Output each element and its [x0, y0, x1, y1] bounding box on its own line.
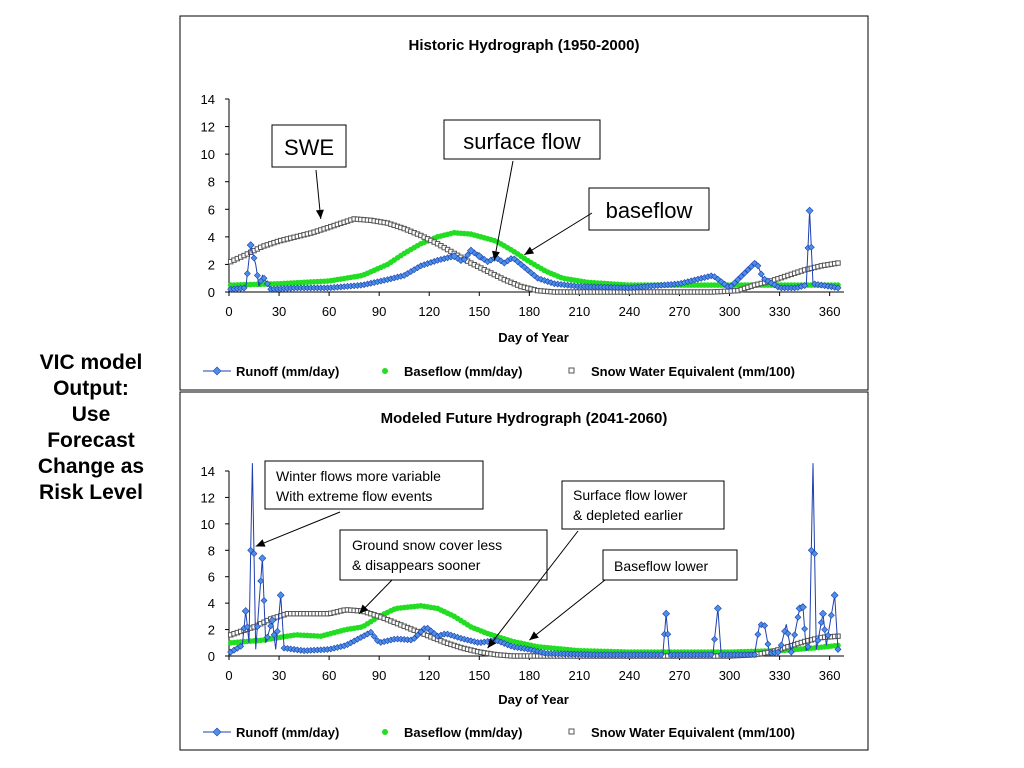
- chart-title: Historic Hydrograph (1950-2000): [409, 37, 640, 54]
- x-tick-label: 120: [418, 304, 440, 319]
- legend-runoff-label: Runoff (mm/day): [236, 725, 339, 740]
- x-tick-label: 360: [819, 304, 841, 319]
- legend-swe-label: Snow Water Equivalent (mm/100): [591, 364, 795, 379]
- y-tick-label: 0: [208, 285, 215, 300]
- y-tick-label: 10: [201, 147, 215, 162]
- x-tick-label: 150: [468, 304, 490, 319]
- annotation-text: Winter flows more variable: [276, 468, 441, 484]
- x-tick-label: 60: [322, 668, 336, 683]
- x-tick-label: 60: [322, 304, 336, 319]
- hydrograph-panel: Modeled Future Hydrograph (2041-2060)024…: [180, 392, 868, 750]
- y-tick-label: 4: [208, 230, 215, 245]
- x-tick-label: 270: [669, 304, 691, 319]
- annotation-text: Surface flow lower: [573, 487, 688, 503]
- y-tick-label: 8: [208, 175, 215, 190]
- swe-point: [836, 634, 840, 638]
- x-tick-label: 210: [569, 304, 591, 319]
- legend-swe-label: Snow Water Equivalent (mm/100): [591, 725, 795, 740]
- x-tick-label: 30: [272, 668, 286, 683]
- annotation-text: surface flow: [463, 129, 580, 154]
- legend-swe-marker: [569, 729, 574, 734]
- x-tick-label: 90: [372, 668, 386, 683]
- legend-baseflow-marker: [382, 368, 388, 374]
- x-tick-label: 180: [518, 304, 540, 319]
- annotation-text: With extreme flow events: [276, 488, 432, 504]
- x-tick-label: 180: [518, 668, 540, 683]
- y-tick-label: 14: [201, 464, 215, 479]
- y-tick-label: 10: [201, 517, 215, 532]
- chart-title: Modeled Future Hydrograph (2041-2060): [381, 410, 668, 427]
- x-tick-label: 210: [569, 668, 591, 683]
- x-axis-label: Day of Year: [498, 330, 569, 345]
- x-tick-label: 30: [272, 304, 286, 319]
- y-tick-label: 12: [201, 490, 215, 505]
- legend: Runoff (mm/day) Baseflow (mm/day) Snow Wat…: [203, 364, 795, 379]
- legend-swe-marker: [569, 368, 574, 373]
- y-tick-label: 0: [208, 649, 215, 664]
- x-axis-label: Day of Year: [498, 692, 569, 707]
- x-tick-label: 240: [619, 668, 641, 683]
- x-tick-label: 150: [468, 668, 490, 683]
- y-tick-label: 6: [208, 202, 215, 217]
- x-tick-label: 300: [719, 304, 741, 319]
- annotation-text: & disappears sooner: [352, 557, 481, 573]
- x-tick-label: 0: [225, 668, 232, 683]
- y-tick-label: 2: [208, 257, 215, 272]
- y-tick-label: 8: [208, 543, 215, 558]
- annotation-text: Ground snow cover less: [352, 537, 502, 553]
- x-tick-label: 120: [418, 668, 440, 683]
- x-tick-label: 240: [619, 304, 641, 319]
- x-tick-label: 330: [769, 304, 791, 319]
- legend-baseflow-label: Baseflow (mm/day): [404, 725, 522, 740]
- x-tick-label: 270: [669, 668, 691, 683]
- hydrograph-charts: Historic Hydrograph (1950-2000) 0 2 4 6 8 10 12…: [0, 0, 1024, 768]
- y-tick-label: 2: [208, 623, 215, 638]
- legend-baseflow-marker: [382, 729, 388, 735]
- x-tick-label: 330: [769, 668, 791, 683]
- annotation-text: SWE: [284, 135, 334, 160]
- annotation-text: & depleted earlier: [573, 507, 683, 523]
- legend-baseflow-label: Baseflow (mm/day): [404, 364, 522, 379]
- x-tick-label: 360: [819, 668, 841, 683]
- x-tick-label: 90: [372, 304, 386, 319]
- legend-runoff-label: Runoff (mm/day): [236, 364, 339, 379]
- y-tick-label: 4: [208, 596, 215, 611]
- x-tick-label: 300: [719, 668, 741, 683]
- y-tick-label: 12: [201, 120, 215, 135]
- x-tick-label: 0: [225, 304, 232, 319]
- annotation-text: Baseflow lower: [614, 558, 708, 574]
- y-tick-label: 14: [201, 92, 215, 107]
- legend: Runoff (mm/day) Baseflow (mm/day) Snow Wat…: [203, 725, 795, 740]
- swe-point: [836, 261, 840, 265]
- annotation-text: baseflow: [606, 198, 693, 223]
- hydrograph-panel: Historic Hydrograph (1950-2000) 0 2 4 6 8 10 12…: [180, 16, 868, 390]
- y-tick-label: 6: [208, 570, 215, 585]
